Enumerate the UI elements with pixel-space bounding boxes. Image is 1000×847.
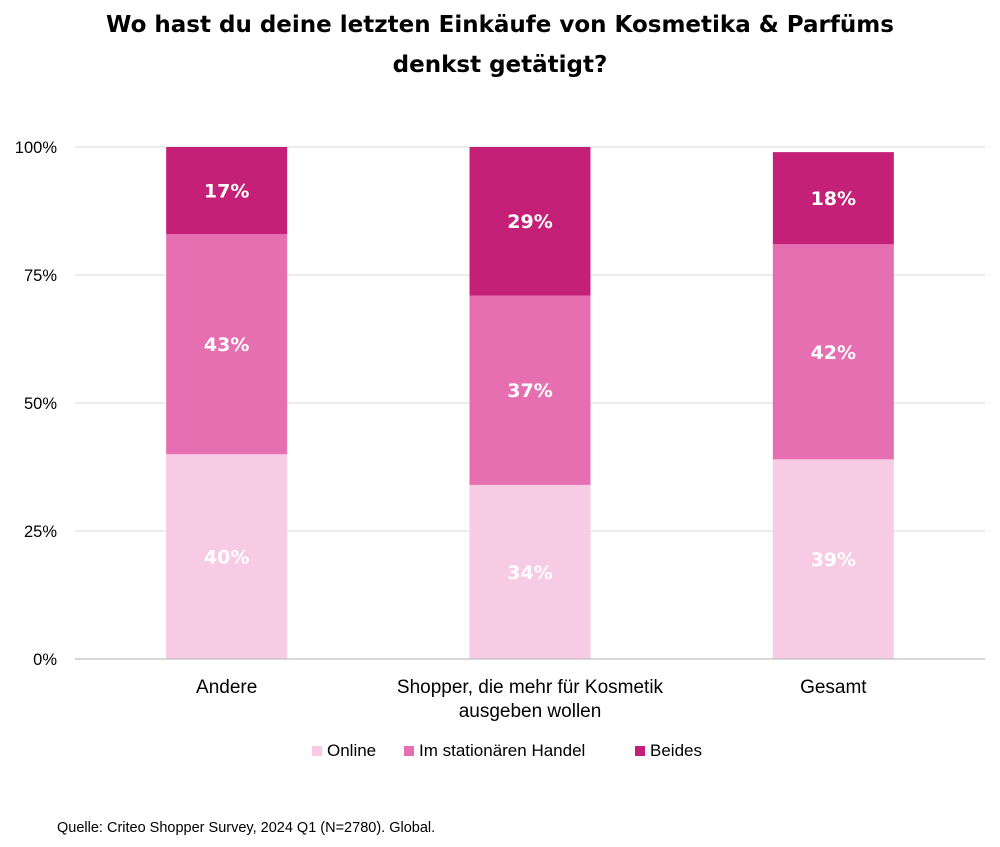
data-label: 42% (811, 342, 856, 364)
legend-swatch (404, 746, 414, 756)
y-tick-label: 100% (15, 139, 58, 157)
y-tick-label: 75% (24, 267, 57, 285)
bar-segment (166, 234, 288, 455)
bar-segment (772, 152, 894, 245)
legend-swatch (635, 746, 645, 756)
data-label: 39% (811, 549, 856, 571)
y-tick-label: 0% (33, 651, 57, 669)
bar-segment (772, 244, 894, 460)
data-label: 29% (507, 211, 552, 233)
bar-segment (166, 454, 288, 659)
legend-label: Beides (650, 741, 702, 760)
source-note: Quelle: Criteo Shopper Survey, 2024 Q1 (… (57, 820, 436, 836)
data-label: 37% (507, 380, 552, 402)
x-tick-label: Andere (196, 677, 257, 698)
chart-title-line-2: denkst getätigt? (392, 52, 608, 78)
bar-segment (166, 147, 288, 235)
legend-label: Im stationären Handel (419, 741, 585, 760)
data-label: 40% (204, 547, 249, 569)
data-label: 34% (507, 562, 552, 584)
data-label: 18% (811, 188, 856, 210)
bar-segment (469, 147, 591, 296)
bar-segment (469, 295, 591, 485)
y-tick-label: 50% (24, 395, 57, 413)
x-tick-label: Shopper, die mehr für Kosmetik (397, 677, 664, 698)
x-tick-label: Gesamt (800, 677, 867, 698)
legend-swatch (312, 746, 322, 756)
legend-label: Online (327, 741, 376, 760)
bar-segment (772, 459, 894, 659)
chart-title-line-1: Wo hast du deine letzten Einkäufe von Ko… (106, 12, 894, 38)
bar-segment (469, 484, 591, 659)
data-label: 43% (204, 334, 249, 356)
x-tick-label: ausgeben wollen (459, 701, 602, 722)
data-label: 17% (204, 181, 249, 203)
y-tick-label: 25% (24, 523, 57, 541)
